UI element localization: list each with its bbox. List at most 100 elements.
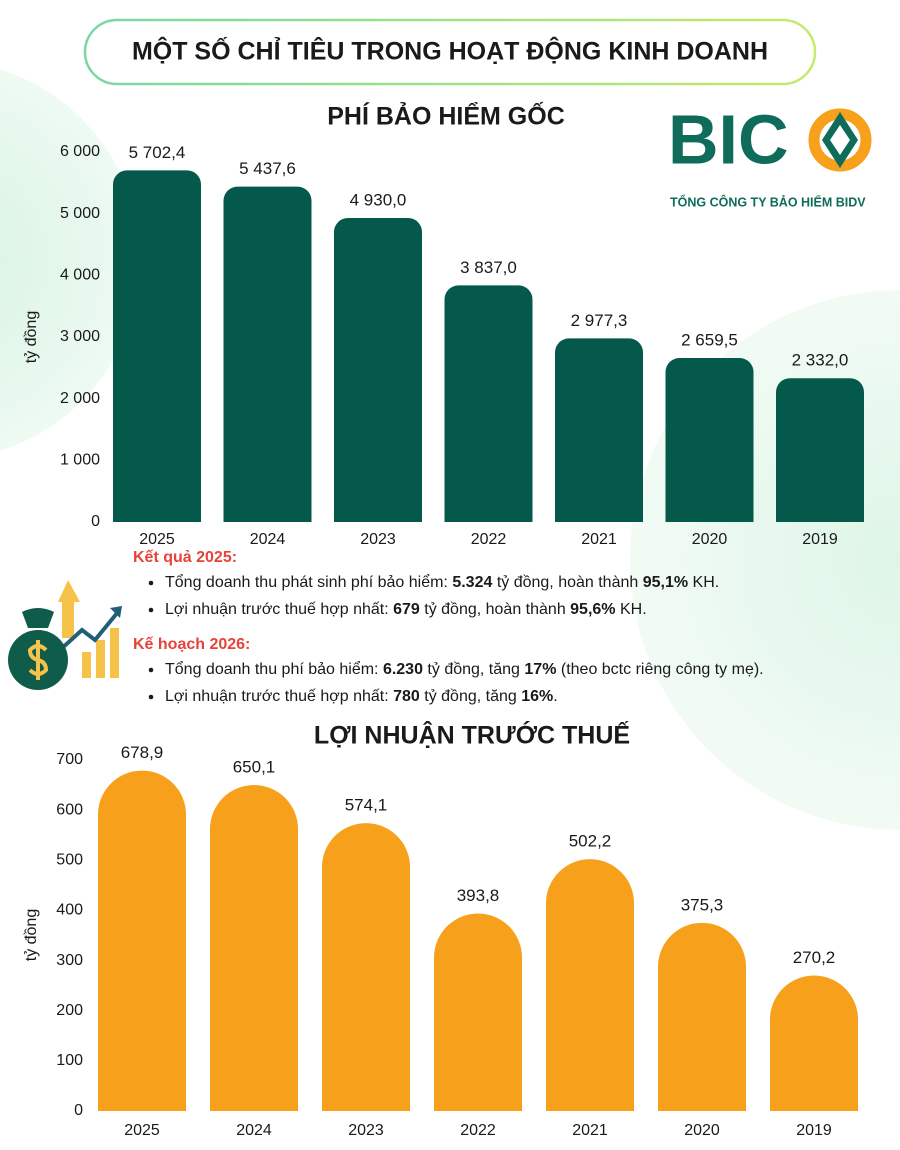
y-tick-label: 5 000 [60, 205, 100, 222]
x-tick-label: 2020 [684, 1122, 720, 1139]
y-tick-label: 500 [56, 852, 83, 869]
note-text: Tổng doanh thu phí bảo hiểm: [165, 660, 383, 678]
title-box [83, 18, 817, 86]
note-item: Tổng doanh thu phí bảo hiểm: 6.230 tỷ đồ… [165, 660, 764, 678]
y-axis-label: tỷ đồng [23, 909, 40, 961]
chart-title: PHÍ BẢO HIỂM GỐC [327, 101, 565, 131]
note-text: 16% [521, 688, 553, 705]
x-tick-label: 2021 [572, 1122, 608, 1139]
note-text: 5.324 [452, 574, 492, 591]
bar [770, 975, 858, 1111]
note-text: . [553, 688, 557, 705]
note-text: 780 [393, 688, 420, 705]
y-tick-label: 300 [56, 952, 83, 969]
value-label: 4 930,0 [350, 190, 407, 209]
note-text: tỷ đồng, tăng [420, 688, 521, 705]
note-heading: Kế hoạch 2026: [133, 636, 250, 653]
value-label: 270,2 [793, 948, 836, 967]
bar [546, 859, 634, 1111]
y-tick-label: 700 [56, 751, 83, 768]
x-tick-label: 2022 [460, 1122, 496, 1139]
x-tick-label: 2025 [124, 1122, 160, 1139]
note-text: tỷ đồng, tăng [423, 661, 524, 678]
note-text: 6.230 [383, 661, 423, 678]
x-tick-label: 2023 [348, 1122, 384, 1139]
value-label: 574,1 [345, 796, 388, 815]
y-tick-label: 0 [74, 1102, 83, 1119]
bar [776, 378, 864, 522]
y-tick-label: 1 000 [60, 452, 100, 469]
x-tick-label: 2024 [250, 531, 286, 548]
bar [444, 285, 533, 522]
background-shape [0, 69, 140, 451]
logo-text: BIC [668, 100, 789, 178]
note-text: (theo bctc riêng công ty mẹ). [556, 661, 763, 678]
note-text: Lợi nhuận trước thuế hợp nhất: [165, 601, 393, 618]
y-tick-label: 600 [56, 801, 83, 818]
y-tick-label: 6 000 [60, 143, 100, 160]
bar [223, 186, 312, 522]
bar [555, 338, 643, 522]
bar [334, 217, 422, 522]
value-label: 650,1 [233, 758, 276, 777]
y-tick-label: 3 000 [60, 328, 100, 345]
x-tick-label: 2020 [692, 531, 728, 548]
y-tick-label: 400 [56, 902, 83, 919]
y-tick-label: 200 [56, 1002, 83, 1019]
chart-title: LỢI NHUẬN TRƯỚC THUẾ [314, 720, 630, 750]
money-icon [8, 580, 122, 690]
x-tick-label: 2024 [236, 1122, 272, 1139]
note-text: tỷ đồng, hoàn thành [492, 574, 642, 591]
x-tick-label: 2019 [796, 1122, 832, 1139]
note-text: KH. [616, 601, 647, 618]
note-text: 95,1% [643, 574, 688, 591]
x-tick-label: 2019 [802, 531, 838, 548]
logo: BIC TỔNG CÔNG TY BẢO HIỂM BIDV [668, 100, 872, 209]
page-title: MỘT SỐ CHỈ TIÊU TRONG HOẠT ĐỘNG KINH DOA… [132, 36, 768, 66]
note-text: Lợi nhuận trước thuế hợp nhất: [165, 688, 393, 705]
x-tick-label: 2022 [471, 531, 507, 548]
note-text: 17% [524, 661, 556, 678]
note-heading: Kết quả 2025: [133, 549, 237, 566]
note-text: KH. [688, 574, 719, 591]
y-tick-label: 100 [56, 1052, 83, 1069]
value-label: 678,9 [121, 743, 164, 762]
x-tick-label: 2023 [360, 531, 396, 548]
y-axis-label: tỷ đồng [23, 311, 40, 363]
bar [113, 170, 201, 523]
bullet [148, 694, 154, 700]
note-text: Tổng doanh thu phát sinh phí bảo hiểm: [165, 573, 452, 591]
value-label: 502,2 [569, 832, 612, 851]
bar [322, 823, 410, 1111]
value-label: 5 437,6 [239, 159, 296, 178]
bar [210, 785, 298, 1111]
bar [658, 922, 746, 1111]
bar [98, 770, 186, 1111]
note-item: Lợi nhuận trước thuế hợp nhất: 679 tỷ đồ… [165, 601, 647, 618]
bar [434, 913, 522, 1111]
value-label: 2 332,0 [792, 351, 849, 370]
bullet [148, 607, 154, 613]
y-tick-label: 2 000 [60, 390, 100, 407]
x-tick-label: 2021 [581, 531, 617, 548]
value-label: 3 837,0 [460, 258, 517, 277]
x-tick-label: 2025 [139, 531, 175, 548]
value-label: 2 977,3 [571, 311, 628, 330]
logo-tagline: TỔNG CÔNG TY BẢO HIỂM BIDV [670, 194, 866, 209]
value-label: 393,8 [457, 886, 500, 905]
y-tick-label: 0 [91, 513, 100, 530]
bullet [148, 580, 154, 586]
note-text: 679 [393, 601, 420, 618]
note-text: tỷ đồng, hoàn thành [420, 601, 570, 618]
bullet [148, 667, 154, 673]
note-text: 95,6% [570, 601, 615, 618]
value-label: 5 702,4 [129, 143, 186, 162]
bar [665, 357, 754, 522]
note-item: Lợi nhuận trước thuế hợp nhất: 780 tỷ đồ… [165, 688, 558, 705]
logo-mark [830, 125, 850, 155]
value-label: 2 659,5 [681, 330, 738, 349]
value-label: 375,3 [681, 895, 724, 914]
y-tick-label: 4 000 [60, 267, 100, 284]
